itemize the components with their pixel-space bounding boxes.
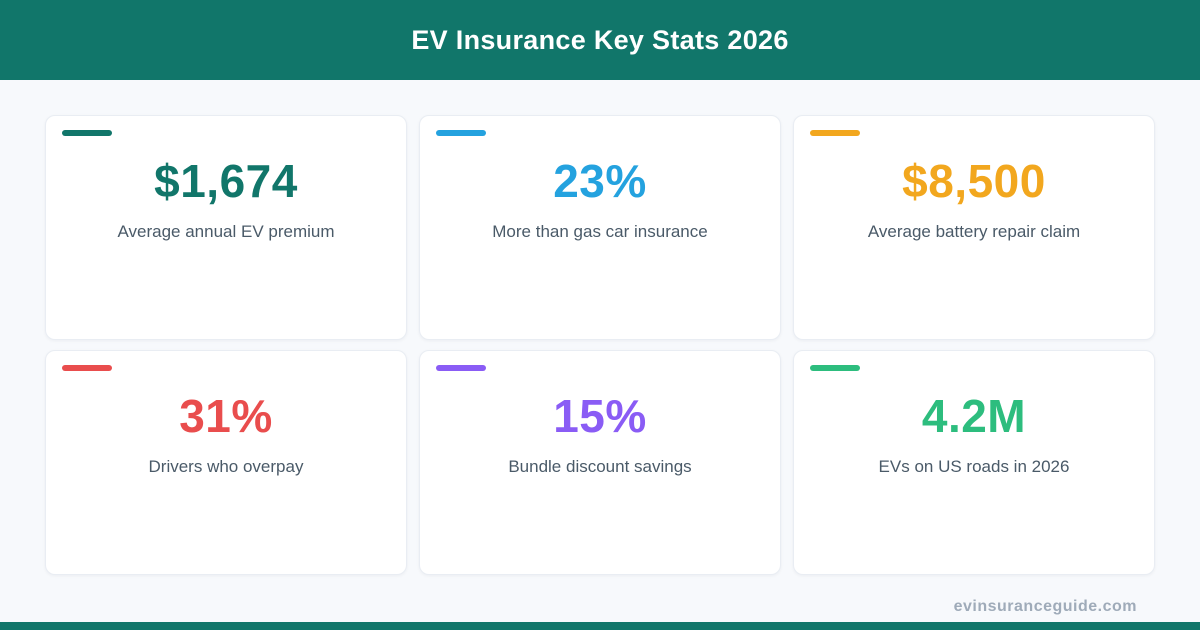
stat-value: 23%: [553, 155, 647, 207]
stat-card-vs-gas: 23% More than gas car insurance: [419, 115, 781, 340]
accent-bar: [810, 130, 860, 136]
accent-bar: [62, 365, 112, 371]
bottom-bar: [0, 622, 1200, 630]
stat-value: $1,674: [154, 155, 298, 207]
stat-label: Average battery repair claim: [867, 222, 1081, 241]
stat-label: Bundle discount savings: [508, 457, 692, 476]
stat-card-annual-premium: $1,674 Average annual EV premium: [45, 115, 407, 340]
stat-card-battery-claim: $8,500 Average battery repair claim: [793, 115, 1155, 340]
accent-bar: [810, 365, 860, 371]
stat-label: Average annual EV premium: [117, 222, 335, 241]
accent-bar: [436, 365, 486, 371]
stat-label: EVs on US roads in 2026: [878, 457, 1070, 476]
accent-bar: [436, 130, 486, 136]
stat-value: $8,500: [902, 155, 1046, 207]
header-banner: EV Insurance Key Stats 2026: [0, 0, 1200, 80]
stat-label: More than gas car insurance: [492, 222, 708, 241]
stat-card-evs-on-roads: 4.2M EVs on US roads in 2026: [793, 350, 1155, 575]
page-title: EV Insurance Key Stats 2026: [411, 24, 789, 55]
stats-grid: $1,674 Average annual EV premium 23% Mor…: [0, 80, 1200, 575]
stat-label: Drivers who overpay: [148, 457, 304, 476]
stat-card-bundle-discount: 15% Bundle discount savings: [419, 350, 781, 575]
accent-bar: [62, 130, 112, 136]
stat-value: 31%: [179, 390, 273, 442]
footer-watermark: evinsuranceguide.com: [953, 598, 1137, 615]
stat-card-overpay: 31% Drivers who overpay: [45, 350, 407, 575]
stat-value: 15%: [553, 390, 647, 442]
stat-value: 4.2M: [921, 390, 1027, 442]
